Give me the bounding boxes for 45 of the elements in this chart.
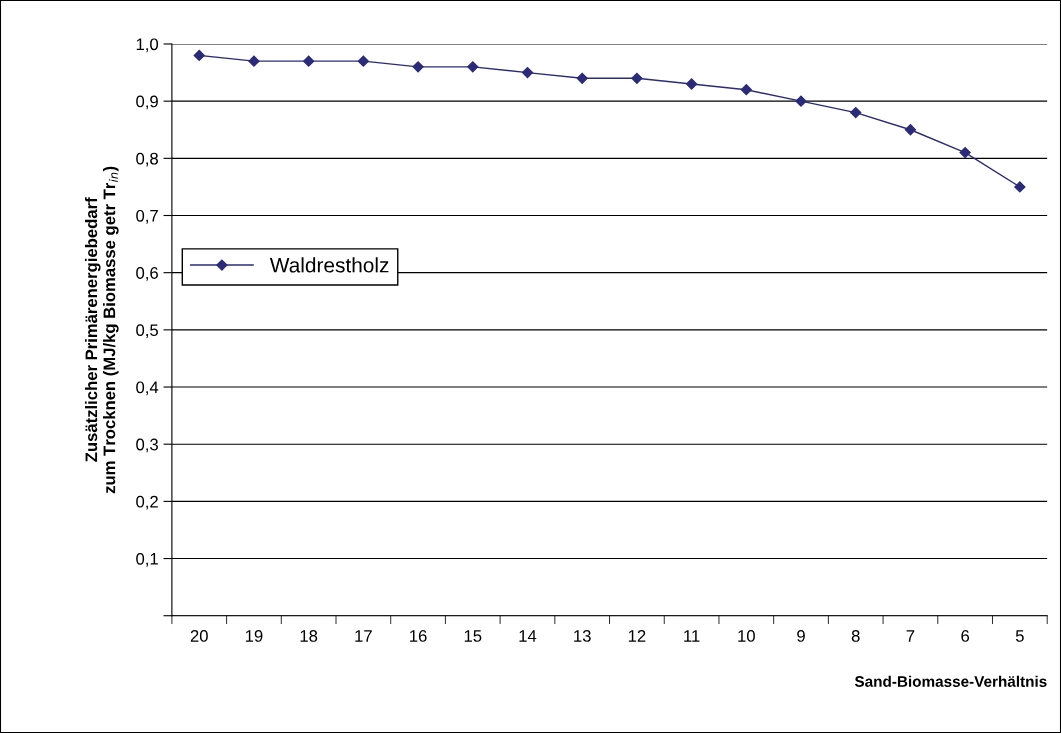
point: [631, 72, 643, 84]
y-tick-label: 0,5: [136, 324, 158, 339]
y-tick-label: 0,8: [136, 152, 158, 167]
point: [959, 147, 971, 159]
y-tick-label: 1,0: [136, 38, 159, 53]
point: [740, 84, 752, 96]
x-tick-label: 5: [1015, 630, 1024, 642]
y-tick-label: 0,2: [136, 495, 158, 510]
point: [904, 124, 917, 136]
y-tick-label: 0,9: [136, 95, 158, 110]
x-tick-label: 19: [245, 630, 263, 642]
x-tick-label: 16: [410, 630, 427, 642]
point: [467, 61, 479, 73]
x-axis-title: Sand-Biomasse-Verhältnis: [854, 675, 1047, 687]
point: [193, 49, 205, 62]
y-tick-label: 0,4: [136, 381, 159, 396]
x-tick-label: 15: [464, 630, 482, 642]
point: [357, 55, 369, 67]
point: [521, 66, 534, 79]
x-tick-label: 17: [355, 630, 372, 642]
point: [576, 72, 588, 84]
point: [248, 55, 260, 67]
x-tick-label: 10: [738, 630, 755, 642]
x-tick-label: 14: [519, 630, 537, 642]
x-tick-label: 12: [628, 630, 646, 642]
y-axis-title: Zusätzlicher Primärenergiebedarf zum Trocknen (MJ/kg Biomasse getr Tr$_{in}$): [84, 166, 119, 494]
y-tick-label: 0,6: [136, 267, 158, 281]
x-tick-label: 13: [574, 630, 591, 642]
y-tick-label: 0,7: [136, 209, 158, 224]
point: [412, 61, 424, 73]
y-tick-label: 0,1: [136, 552, 158, 567]
x-tick-label: 7: [906, 630, 915, 642]
x-tick-label: 8: [851, 630, 860, 642]
point: [686, 78, 698, 90]
y-tick-label: 0,3: [136, 438, 158, 453]
x-tick-label: 18: [300, 630, 318, 642]
x-tick-label: 11: [684, 630, 700, 642]
legend-label: Waldrestholz: [269, 257, 389, 273]
point: [303, 55, 315, 67]
x-tick-label: 6: [961, 630, 970, 642]
point: [850, 106, 862, 119]
point: [1014, 181, 1026, 193]
point: [795, 95, 807, 107]
x-tick-label: 20: [190, 630, 208, 642]
x-tick-label: 9: [797, 630, 805, 642]
